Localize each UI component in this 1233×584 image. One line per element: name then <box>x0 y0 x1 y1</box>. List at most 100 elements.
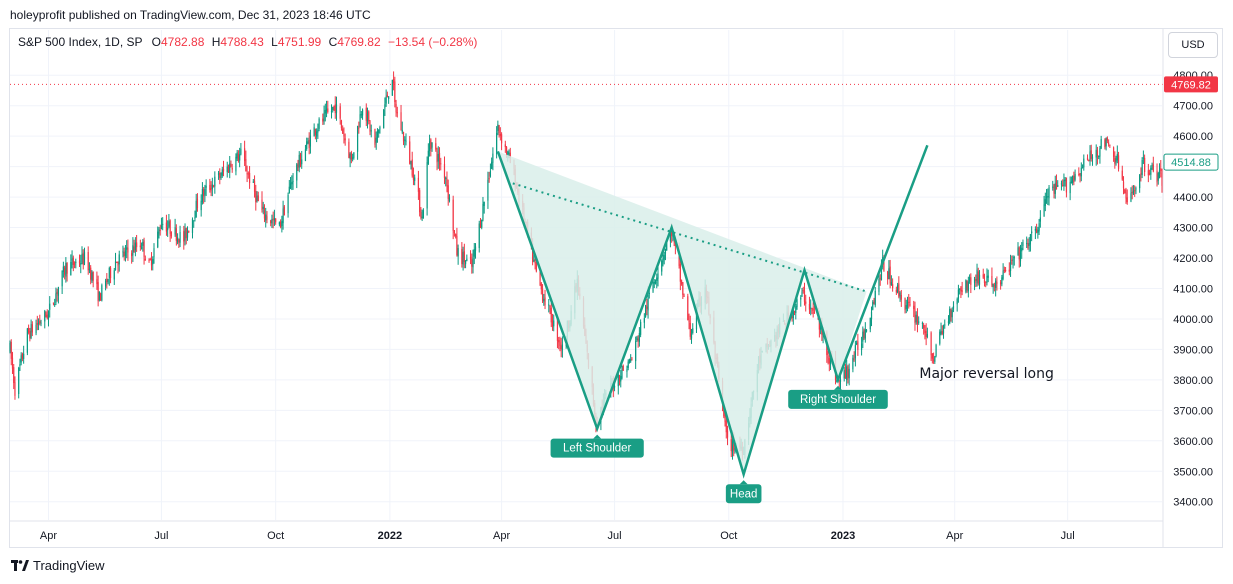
candle-body <box>951 309 953 318</box>
candle-body <box>1047 196 1049 198</box>
candle-body <box>1161 172 1163 186</box>
candle-body <box>123 251 125 257</box>
candle-body <box>456 235 458 256</box>
candle-body <box>178 239 180 243</box>
candle-body <box>987 275 989 278</box>
candle-body <box>679 263 681 282</box>
candle-body <box>235 156 237 172</box>
candle-body <box>272 219 274 221</box>
candle-body <box>944 324 946 326</box>
legend-h-label: H <box>211 35 221 49</box>
candle-body <box>179 231 181 243</box>
candle-body <box>82 253 84 265</box>
candle-body <box>271 218 273 224</box>
candle-body <box>1124 189 1126 194</box>
candle-body <box>280 221 282 228</box>
candle-body <box>313 127 315 137</box>
candle-body <box>36 323 38 325</box>
candle-body <box>534 258 536 264</box>
footer-brand[interactable]: TradingView <box>11 558 105 573</box>
candle-body <box>802 290 804 292</box>
candle-body <box>471 259 473 267</box>
candle-body <box>970 277 972 285</box>
candle-body <box>1057 185 1059 187</box>
candle-body <box>1081 167 1084 169</box>
tradingview-logo-icon <box>11 559 29 572</box>
candle-body <box>365 107 367 121</box>
candle-body <box>247 173 249 175</box>
candle-body <box>544 297 546 306</box>
candle-body <box>97 282 99 302</box>
currency-button[interactable]: USD <box>1168 32 1218 58</box>
candle-body <box>689 322 691 337</box>
candle-body <box>244 148 246 162</box>
time-tick-label: Jul <box>154 530 168 542</box>
candle-body <box>292 180 294 182</box>
candle-body <box>671 231 673 236</box>
candle-body <box>1098 155 1100 157</box>
candle-body <box>1021 247 1023 252</box>
candle-body <box>153 248 155 258</box>
candle-body <box>904 297 906 310</box>
candle-body <box>942 325 945 334</box>
candle-body <box>200 200 202 211</box>
candle-body <box>813 311 816 314</box>
candle-body <box>986 275 988 284</box>
candle-body <box>540 283 542 290</box>
candle-body <box>330 110 333 113</box>
annotation-box <box>550 438 644 458</box>
candle-body <box>1079 173 1081 175</box>
candle-body <box>688 320 690 323</box>
candle-body <box>296 164 298 181</box>
candle-body <box>304 149 307 162</box>
annotation-box <box>725 484 762 504</box>
candle-body <box>31 324 33 333</box>
candle-body <box>81 254 83 263</box>
candle-body <box>869 317 871 330</box>
candle-body <box>316 131 318 137</box>
candle-body <box>1060 183 1063 185</box>
candle-body <box>1038 223 1040 232</box>
candle-body <box>30 323 32 338</box>
candle-body <box>185 228 187 239</box>
candle-body <box>402 132 405 142</box>
candle-body <box>374 128 376 145</box>
candle-body <box>918 321 920 323</box>
candle-body <box>1004 269 1007 271</box>
candle-body <box>143 240 145 257</box>
candle-body <box>87 252 89 271</box>
candle-body <box>1043 204 1045 217</box>
candle-body <box>959 288 961 290</box>
candle-body <box>100 293 102 301</box>
candle-body <box>556 318 559 341</box>
candle-body <box>1063 180 1065 186</box>
candle-body <box>1011 259 1013 261</box>
candle-body <box>535 262 537 272</box>
candle-body <box>532 243 534 263</box>
time-tick-label: 2022 <box>378 530 402 542</box>
candle-body <box>1132 190 1135 194</box>
candle-body <box>996 281 998 285</box>
candle-body <box>386 94 388 98</box>
candle-body <box>20 355 22 363</box>
candle-body <box>474 246 477 251</box>
candle-body <box>411 159 413 176</box>
candle-body <box>935 345 937 356</box>
candle-body <box>730 439 732 451</box>
annotation-box <box>788 389 888 409</box>
candle-body <box>358 127 360 129</box>
candle-body <box>273 218 276 221</box>
candle-body <box>725 420 727 433</box>
candle-body <box>1002 270 1004 279</box>
candle-body <box>630 359 632 362</box>
candle-body <box>165 222 168 232</box>
candle-body <box>306 141 308 150</box>
candle-body <box>23 353 25 359</box>
candle-body <box>366 113 369 123</box>
candle-body <box>275 218 277 223</box>
candle-body <box>9 342 11 352</box>
candle-body <box>361 109 364 116</box>
candle-body <box>1121 170 1123 180</box>
candle-body <box>723 405 725 417</box>
